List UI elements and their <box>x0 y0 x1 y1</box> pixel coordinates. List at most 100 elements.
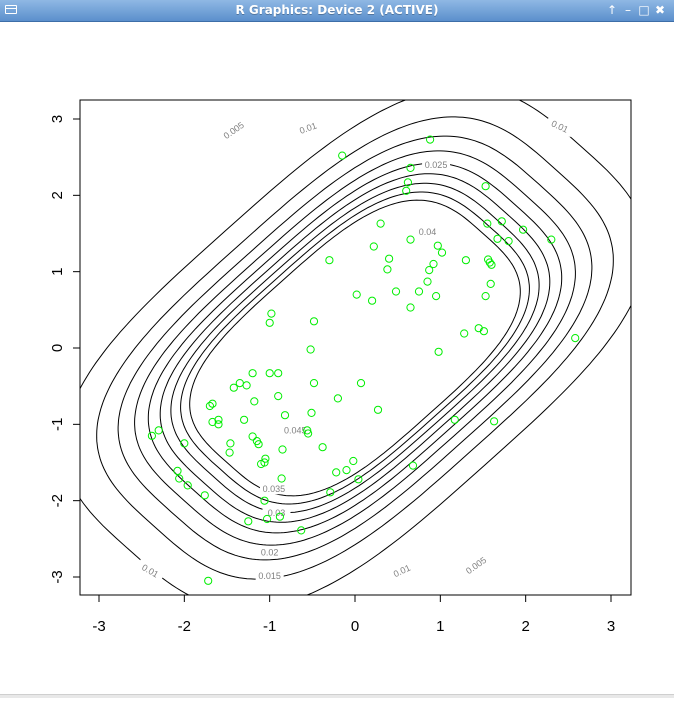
data-point <box>349 456 358 466</box>
data-point <box>504 237 513 246</box>
contour-label-0.035: 0.035 <box>263 484 286 494</box>
data-point <box>356 379 366 388</box>
data-point <box>450 415 459 424</box>
data-point <box>461 256 470 265</box>
data-point <box>242 381 251 390</box>
contour-label-bg <box>386 559 417 582</box>
window-title: R Graphics: Device 2 (ACTIVE) <box>235 3 439 17</box>
data-point <box>183 481 192 490</box>
contour-label-bg <box>262 506 291 518</box>
data-point <box>248 369 257 378</box>
data-point <box>326 488 335 497</box>
data-point <box>306 345 315 354</box>
minimize-button[interactable]: – <box>625 3 631 17</box>
x-tick-label: 0 <box>351 618 359 635</box>
data-point <box>263 514 272 524</box>
data-point <box>414 287 424 296</box>
contour-line-0.01 <box>96 116 614 580</box>
y-tick-label: -1 <box>49 418 66 431</box>
data-point <box>208 399 217 408</box>
data-point <box>391 287 401 296</box>
data-point <box>180 439 189 448</box>
data-point <box>309 317 319 326</box>
data-point <box>547 235 556 244</box>
contour-line-0.035 <box>170 182 540 514</box>
data-point <box>214 420 223 429</box>
x-tick-label: 3 <box>607 618 615 635</box>
data-point <box>406 163 415 172</box>
data-point <box>376 219 385 228</box>
contour-line-0.025 <box>147 162 563 534</box>
contour-label-bg <box>461 552 491 578</box>
x-tick-label: 1 <box>436 618 444 635</box>
data-point <box>481 182 490 191</box>
data-point <box>318 443 327 452</box>
data-point <box>481 292 490 301</box>
window-bottom-border <box>0 694 674 698</box>
data-point <box>519 225 528 234</box>
data-point <box>487 260 496 269</box>
data-point <box>403 178 412 187</box>
y-axis: -3 -2 -1 0 1 2 3 <box>49 115 81 584</box>
data-point <box>486 279 495 288</box>
data-point <box>338 151 347 160</box>
contour-label-bg <box>544 115 576 138</box>
contour-label-bg <box>255 546 284 558</box>
contour-label-bg <box>135 558 166 583</box>
data-point <box>352 290 361 299</box>
data-point <box>369 242 378 251</box>
data-point <box>490 417 499 426</box>
y-tick-label: 1 <box>49 267 66 275</box>
data-point <box>229 383 238 392</box>
contour-label-0.03: 0.03 <box>268 508 286 518</box>
maximize-button[interactable]: □ <box>638 3 650 17</box>
data-point <box>307 408 316 417</box>
data-point <box>423 277 432 286</box>
x-tick-label: 2 <box>521 618 529 635</box>
contour-scatter-chart: 0.005 0.01 0.010.0250.040.0450.0350.030.02… <box>49 99 632 635</box>
data-point <box>309 379 319 388</box>
contour-label-bg <box>255 570 284 582</box>
data-point <box>433 241 442 250</box>
data-point <box>226 439 235 448</box>
contour-lines <box>80 100 631 595</box>
data-point <box>205 401 214 411</box>
contour-line-0.005 <box>80 100 631 595</box>
data-point <box>333 394 342 403</box>
x-axis: -3 -2 -1 0 1 2 3 <box>92 594 615 635</box>
y-tick-label: -2 <box>49 494 66 507</box>
contour-line-0.045 <box>189 199 521 497</box>
contour-label-bg <box>413 225 442 237</box>
data-point <box>460 329 469 338</box>
data-point <box>571 334 580 343</box>
data-point <box>406 303 415 312</box>
window-menu-icon[interactable] <box>5 5 17 14</box>
data-point <box>265 369 274 378</box>
data-point <box>257 459 266 469</box>
data-point <box>204 576 213 585</box>
y-tick-label: -3 <box>49 570 66 583</box>
data-point <box>244 517 253 526</box>
contour-label-bg <box>218 117 249 143</box>
data-point <box>342 466 351 475</box>
data-point <box>497 217 506 226</box>
data-point <box>432 292 441 301</box>
contour-label-bg <box>422 158 451 170</box>
restore-up-button[interactable]: ↑ <box>606 3 618 17</box>
contour-label-bg <box>259 483 288 495</box>
data-point <box>147 431 156 440</box>
contour-label-0.005: 0.005 <box>464 555 488 576</box>
data-point <box>240 415 249 424</box>
data-point <box>304 429 313 438</box>
x-tick-label: -1 <box>263 618 276 635</box>
data-point <box>479 327 488 336</box>
close-button[interactable]: ✖ <box>654 3 666 17</box>
y-tick-label: 3 <box>49 115 66 123</box>
contour-label-0.02: 0.02 <box>261 548 279 558</box>
plot-area: 0.005 0.01 0.01 0.025 0.04 0.045 0.035 0.03 0.02… <box>0 22 674 698</box>
data-point <box>406 235 415 244</box>
plot-frame <box>79 99 632 596</box>
title-bar[interactable]: R Graphics: Device 2 (ACTIVE) ↑ – □ ✖ <box>0 0 674 22</box>
x-tick-label: -3 <box>92 618 105 635</box>
data-point <box>354 475 363 484</box>
